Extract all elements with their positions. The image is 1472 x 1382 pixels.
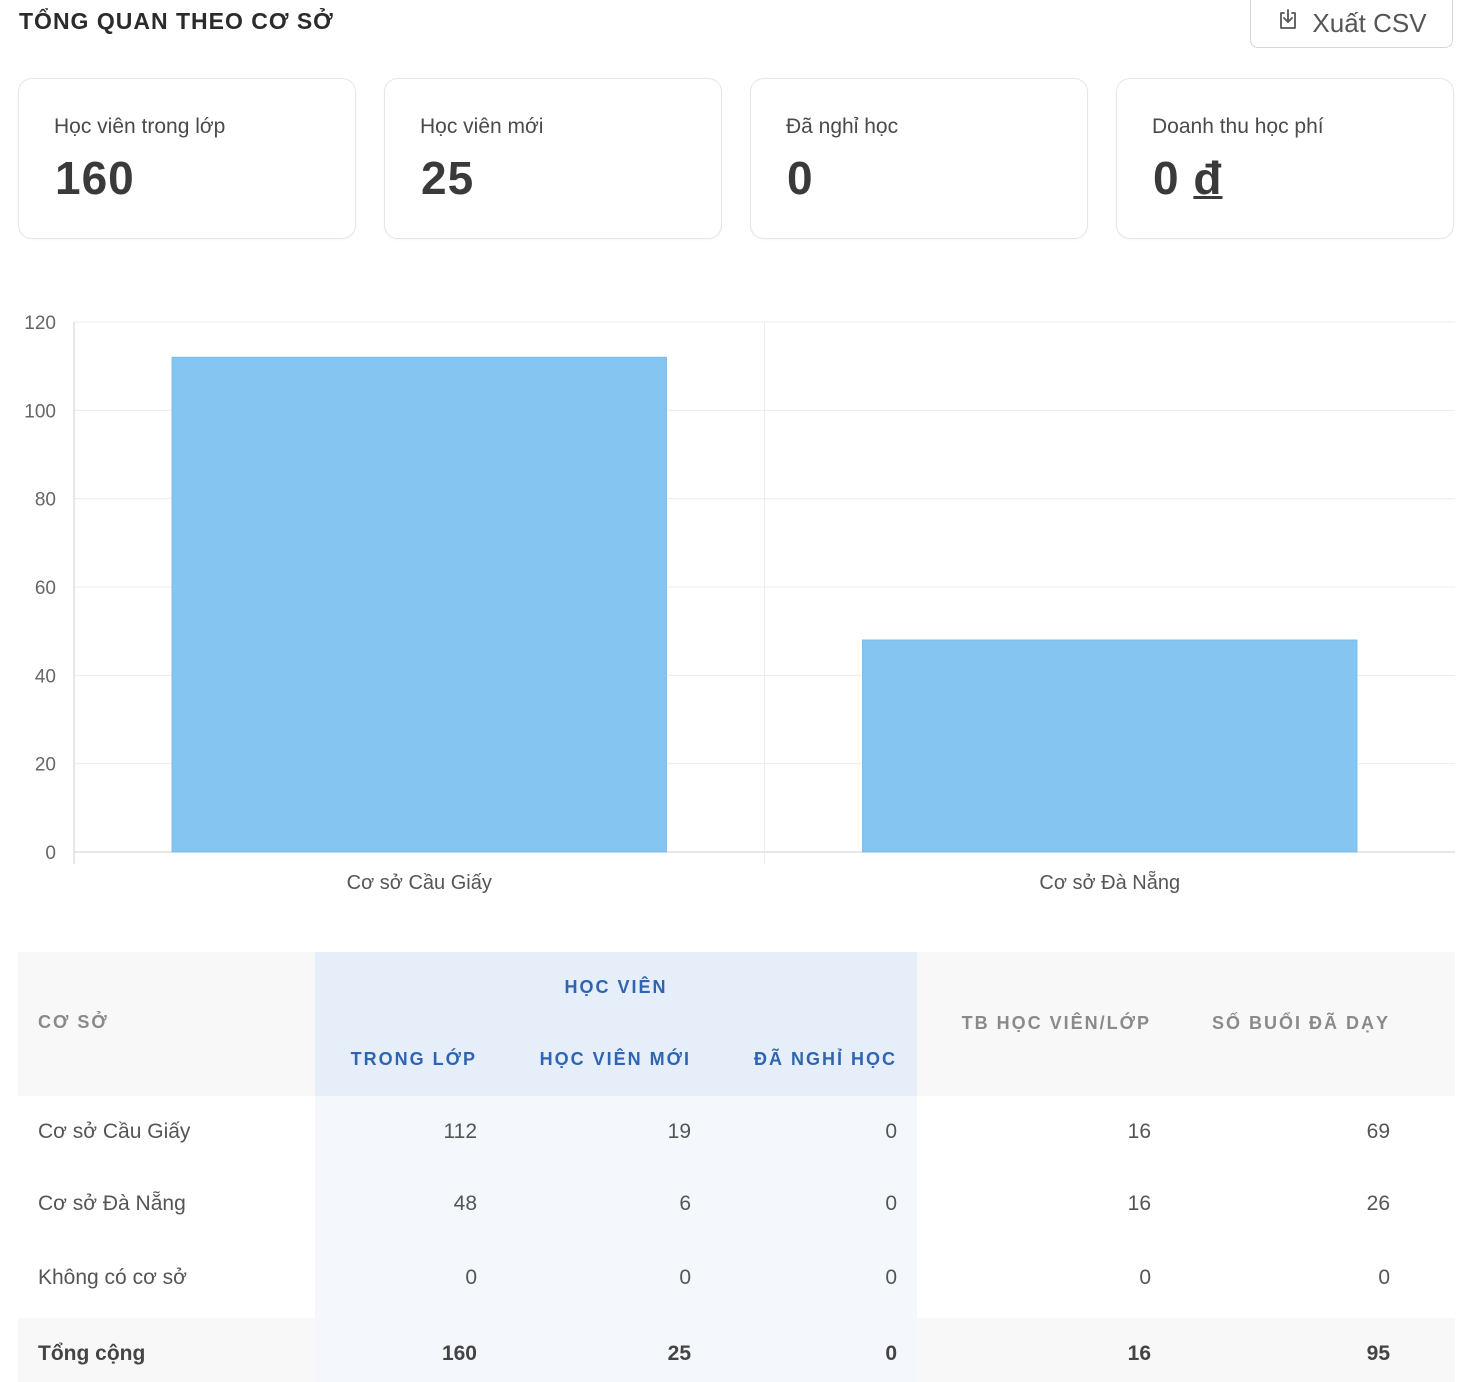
download-icon [1276,8,1300,39]
card-label: Học viên mới [420,115,544,138]
total-dropped-cell: 0 [885,1342,897,1365]
col-avg-header: TB HỌC VIÊN/LỚP [961,1013,1151,1033]
y-tick-label: 40 [35,666,56,687]
card-value: 160 [55,152,135,204]
campus-table: CƠ SỞ HỌC VIÊN TRONG LỚP HỌC VIÊN MỚI ĐÃ… [18,952,1455,1382]
page-title: TỔNG QUAN THEO CƠ SỞ [19,8,334,34]
card-value: 0 đ [1153,151,1222,205]
col-campus-header: CƠ SỞ [38,1012,109,1032]
x-tick-label: Cơ sở Đà Nẵng [1039,871,1180,894]
revenue-amount: 0 [1153,152,1180,204]
card-label: Doanh thu học phí [1152,115,1324,138]
row-in-class-cell: 0 [465,1266,477,1289]
bar [862,639,1358,853]
card-dropped: Đã nghỉ học 0 [750,78,1088,239]
row-sessions-cell: 0 [1378,1266,1390,1289]
card-label: Học viên trong lớp [54,115,226,138]
row-sessions-cell: 26 [1366,1192,1390,1215]
y-tick-label: 60 [35,578,56,599]
row-dropped-cell: 0 [885,1266,897,1289]
card-new-students: Học viên mới 25 [384,78,722,239]
y-tick-label: 0 [45,843,56,864]
export-csv-label: Xuất CSV [1312,8,1427,38]
row-new-cell: 19 [667,1120,691,1143]
export-csv-button[interactable]: Xuất CSV [1250,0,1453,48]
col-dropped-header: ĐÃ NGHỈ HỌC [754,1049,897,1069]
total-sessions-cell: 95 [1366,1342,1390,1365]
card-value: 25 [421,152,475,204]
currency-symbol: đ [1193,152,1223,204]
row-new-cell: 6 [679,1192,691,1215]
col-sessions-header: SỐ BUỔI ĐÃ DẠY [1211,1013,1390,1033]
y-tick-label: 80 [35,490,56,511]
row-dropped-cell: 0 [885,1120,897,1143]
card-label: Đã nghỉ học [786,115,899,138]
row-avg-cell: 16 [1127,1192,1151,1215]
row-in-class-cell: 48 [453,1192,477,1215]
row-campus-cell: Cơ sở Đà Nẵng [38,1192,186,1215]
total-new-cell: 25 [667,1342,691,1365]
card-in-class: Học viên trong lớp 160 [18,78,356,239]
row-campus-cell: Cơ sở Cầu Giấy [38,1120,191,1143]
y-tick-label: 100 [24,401,56,422]
card-revenue: Doanh thu học phí 0 đ [1116,78,1454,239]
col-in-class-header: TRONG LỚP [350,1049,477,1069]
row-dropped-cell: 0 [885,1192,897,1215]
x-tick-label: Cơ sở Cầu Giấy [347,872,492,894]
total-in-class-cell: 160 [441,1342,477,1365]
card-value: 0 [787,152,814,204]
row-campus-cell: Không có cơ sở [38,1266,187,1289]
bar-chart: 0 20 40 60 80 100 120 Cơ sở Cầu Giấy Cơ sở Đà Nẵ… [24,313,1455,894]
row-sessions-cell: 69 [1366,1120,1390,1143]
row-avg-cell: 0 [1139,1266,1151,1289]
row-new-cell: 0 [679,1266,691,1289]
col-group-students-header: HỌC VIÊN [564,977,668,997]
y-tick-label: 120 [24,313,56,334]
col-new-header: HỌC VIÊN MỚI [539,1049,691,1069]
total-label: Tổng cộng [38,1342,146,1365]
total-avg-cell: 16 [1127,1342,1151,1365]
y-tick-label: 20 [35,755,56,776]
row-avg-cell: 16 [1127,1120,1151,1143]
bar [171,356,667,853]
row-in-class-cell: 112 [443,1120,477,1143]
